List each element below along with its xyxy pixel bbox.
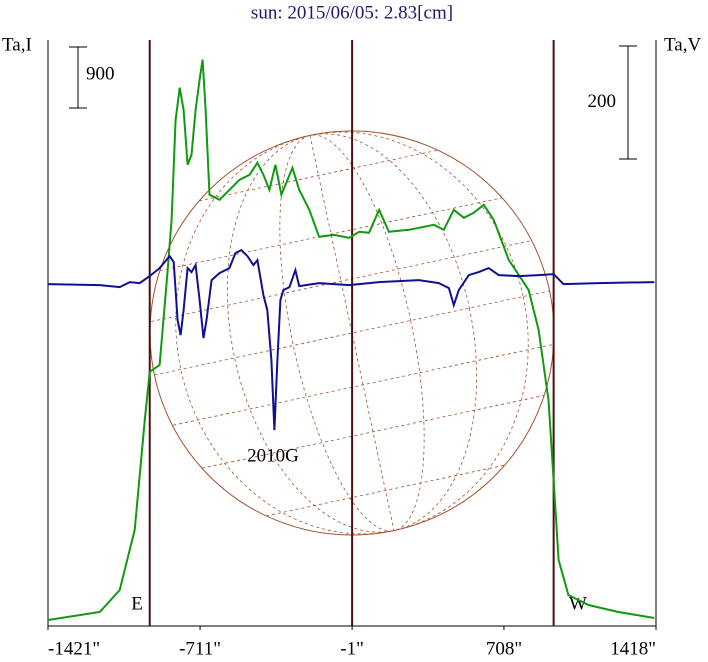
annotation: 2010G — [247, 445, 299, 466]
series-line — [47, 59, 655, 621]
chart-title: sun: 2015/06/05: 2.83[cm] — [251, 2, 453, 23]
x-tick-label: -1421" — [48, 638, 100, 659]
x-tick-label: -711" — [179, 638, 221, 659]
scale-bar-label: 900 — [86, 63, 115, 84]
series-line — [47, 248, 655, 431]
x-tick-label: 1418" — [610, 638, 656, 659]
scale-bar-label: 200 — [588, 91, 617, 112]
y2-axis-label: Ta,V — [664, 34, 701, 55]
x-tick-label: -1" — [340, 638, 364, 659]
x-tick-label: 708" — [486, 638, 522, 659]
annotation: E — [131, 593, 143, 614]
y-axis-label: Ta,I — [2, 34, 32, 55]
